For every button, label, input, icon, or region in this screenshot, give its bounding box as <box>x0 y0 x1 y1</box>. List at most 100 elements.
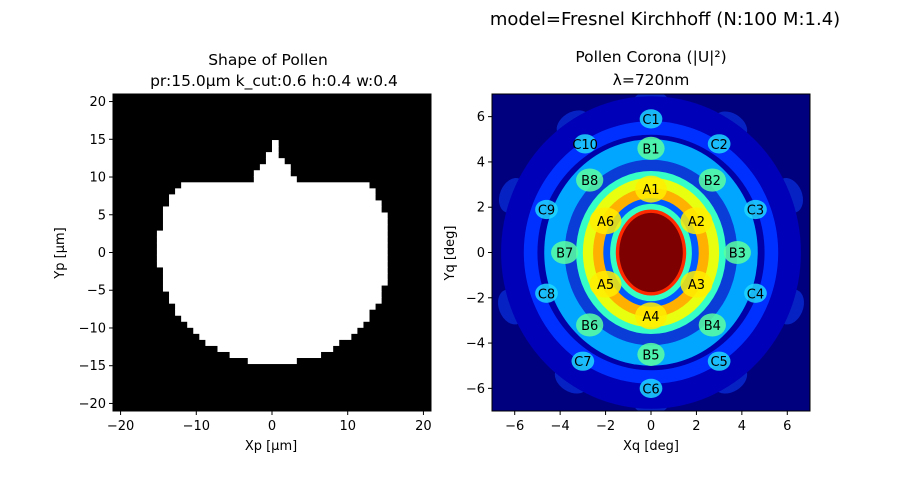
corona-spot-b8 <box>576 168 604 192</box>
spot-label-b8: B8 <box>581 174 598 189</box>
pollen-corona-panel: Pollen Corona (|U|²) λ=720nm A1A2A3A4A5A… <box>443 48 811 454</box>
pollen-shape-row <box>169 297 382 304</box>
spot-label-c3: C3 <box>747 203 764 218</box>
pollen-corona-ytick-label: 4 <box>477 155 485 170</box>
pollen-shape-ytick-label: −15 <box>79 359 106 374</box>
spot-label-b1: B1 <box>642 142 659 157</box>
figure-suptitle: model=Fresnel Kirchhoff (N:100 M:1.4) <box>490 9 840 30</box>
pollen-shape-row <box>229 351 322 359</box>
spot-label-b6: B6 <box>581 319 598 334</box>
spot-label-c7: C7 <box>574 355 591 370</box>
corona-spot-b7 <box>551 240 579 265</box>
pollen-shape-row <box>169 200 382 208</box>
pollen-corona-rings <box>498 94 804 411</box>
pollen-shape-row <box>193 327 358 334</box>
pollen-corona-xtick-label: 2 <box>692 419 700 434</box>
pollen-shape-row <box>272 140 279 147</box>
spot-label-c9: C9 <box>538 203 555 218</box>
corona-spot-b1 <box>637 136 665 160</box>
pollen-shape-row <box>175 309 370 316</box>
pollen-shape-row <box>156 242 388 250</box>
pollen-shape-xtick-label: −10 <box>183 419 210 434</box>
pollen-shape-axes: −20 −10 0 10 20 −20 −15 −10 −5 0 5 10 15 20 <box>79 95 432 434</box>
pollen-corona-xlabel: Xq [deg] <box>623 439 679 454</box>
pollen-shape-row <box>162 206 382 214</box>
pollen-shape-ytick-label: 0 <box>98 246 106 261</box>
pollen-shape-ytick-label: −5 <box>87 284 106 299</box>
pollen-shape-row <box>253 176 297 183</box>
corona-spot-b6 <box>576 313 604 337</box>
spot-label-a5: A5 <box>597 278 614 293</box>
corona-spot-c3 <box>744 199 767 220</box>
spot-label-b4: B4 <box>704 319 721 334</box>
pollen-shape-row <box>175 303 376 310</box>
spot-label-c1: C1 <box>642 113 659 128</box>
pollen-shape-panel: Shape of Pollen pr:15.0µm k_cut:0.6 h:0.… <box>53 51 432 454</box>
pollen-shape-row <box>217 345 334 352</box>
corona-spot-b4 <box>698 313 726 337</box>
corona-spot-a4 <box>635 302 667 330</box>
pollen-shape-row <box>162 212 388 220</box>
pollen-shape-row <box>156 248 388 256</box>
pollen-shape-row <box>187 321 364 328</box>
pollen-corona-ytick-label: −2 <box>466 291 485 306</box>
pollen-shape-xtick-label: 10 <box>339 419 356 434</box>
corona-spot-b5 <box>637 342 665 366</box>
pollen-shape-xlabel: Xp [µm] <box>245 439 297 454</box>
pollen-shape-row <box>156 260 388 268</box>
spot-label-a1: A1 <box>642 183 659 198</box>
pollen-corona-ytick-label: −6 <box>466 382 485 397</box>
pollen-corona-axes: −6 −4 −2 0 2 4 6 −6 −4 −2 0 2 4 6 <box>466 110 792 434</box>
spot-label-c8: C8 <box>538 287 555 302</box>
corona-spot-a2 <box>680 207 713 235</box>
pollen-shape-row <box>169 290 382 298</box>
corona-spot-c2 <box>707 134 731 154</box>
corona-spot-c10 <box>573 134 597 154</box>
pollen-shape-row <box>205 339 340 346</box>
corona-spot-c6 <box>639 378 663 398</box>
pollen-shape-ytick-label: −20 <box>79 397 106 412</box>
pollen-corona-xtick-label: 6 <box>783 419 791 434</box>
pollen-shape-title-line1: Shape of Pollen <box>208 51 328 69</box>
corona-spot-c5 <box>707 351 731 371</box>
pollen-shape-row <box>162 266 388 274</box>
spot-label-a6: A6 <box>597 215 614 230</box>
spot-label-b3: B3 <box>729 247 746 262</box>
pollen-shape-row <box>265 152 279 159</box>
spot-label-c6: C6 <box>642 382 659 397</box>
corona-spot-a6 <box>589 207 622 235</box>
pollen-corona-spot-labels: A1 A2 A3 A4 A5 A6 B1 B2 B3 B4 B5 B6 B7 B8 C1 C2 C3 C4 C5 C6… <box>538 113 764 397</box>
corona-spot-c7 <box>571 351 595 371</box>
pollen-shape-xtick-label: −20 <box>107 419 134 434</box>
spot-label-a2: A2 <box>688 215 705 230</box>
pollen-shape-row <box>247 357 297 365</box>
pollen-shape-ytick-label: −10 <box>79 321 106 336</box>
spot-label-c4: C4 <box>747 287 764 302</box>
spot-label-b7: B7 <box>556 247 573 262</box>
corona-spot-b2 <box>698 168 726 192</box>
pollen-shape-xtick-label: 20 <box>415 419 432 434</box>
pollen-shape-row <box>156 254 388 262</box>
pollen-shape-row <box>162 278 388 286</box>
corona-spot-a3 <box>680 270 713 298</box>
pollen-shape-ytick-label: 15 <box>89 133 106 148</box>
pollen-corona-heatmap <box>492 94 810 411</box>
pollen-shape-row <box>272 146 279 153</box>
spot-label-c10: C10 <box>572 138 598 153</box>
pollen-shape-row <box>156 236 388 244</box>
pollen-shape-row <box>265 158 285 165</box>
pollen-shape-row <box>162 224 388 232</box>
pollen-shape-row <box>259 164 291 171</box>
pollen-corona-title-line2: λ=720nm <box>613 71 690 89</box>
pollen-shape-row <box>162 272 388 280</box>
pollen-shape-row <box>181 315 370 322</box>
spot-label-c5: C5 <box>710 355 727 370</box>
corona-spot-a1 <box>635 175 667 203</box>
corona-core <box>619 212 683 293</box>
pollen-corona-xtick-label: −2 <box>596 419 615 434</box>
pollen-shape-row <box>169 194 376 202</box>
pollen-corona-xtick-label: −6 <box>505 419 524 434</box>
corona-spot-a5 <box>589 270 622 298</box>
pollen-corona-xtick-label: −4 <box>551 419 570 434</box>
